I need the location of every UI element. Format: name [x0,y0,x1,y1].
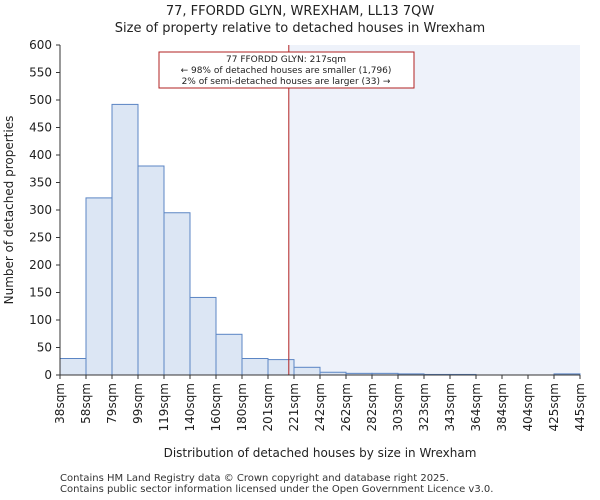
bar-201sqm [267,359,295,376]
x-tick-label: 282sqm [365,383,379,431]
y-tick-label: 600 [29,38,52,52]
bar-58sqm [85,197,113,376]
highlight-region [288,45,580,375]
y-tick-label: 250 [29,231,52,245]
chart-title: 77, FFORDD GLYN, WREXHAM, LL13 7QW [165,4,435,19]
x-tick-label: 323sqm [417,383,431,431]
x-tick-label: 303sqm [391,383,405,431]
y-tick-label: 500 [29,93,52,107]
x-tick-label: 221sqm [287,383,301,431]
x-tick-label: 79sqm [105,383,119,424]
x-tick-label: 343sqm [443,383,457,431]
chart-subtitle: Size of property relative to detached ho… [114,21,486,36]
x-tick-label: 425sqm [547,383,561,431]
x-tick-label: 119sqm [157,383,171,431]
x-tick-label: 140sqm [183,383,197,431]
annotation-line-3: 2% of semi-detached houses are larger (3… [182,77,391,87]
x-tick-label: 99sqm [131,383,145,424]
x-tick-label: 160sqm [209,383,223,431]
x-tick-label: 445sqm [573,383,587,431]
x-tick-label: 58sqm [79,383,93,424]
y-tick-label: 550 [29,66,52,80]
bar-221sqm [293,366,321,376]
y-tick-label: 0 [44,368,52,382]
bar-160sqm [215,333,243,376]
x-tick-label: 364sqm [469,383,483,431]
y-tick-label: 450 [29,121,52,135]
x-tick-label: 38sqm [53,383,67,424]
x-tick-label: 201sqm [261,383,275,431]
y-tick-label: 200 [29,258,52,272]
bar-180sqm [241,358,269,376]
x-axis-label: Distribution of detached houses by size … [164,446,477,460]
y-tick-label: 300 [29,203,52,217]
bar-140sqm [189,296,217,376]
y-tick-label: 50 [37,341,52,355]
x-tick-label: 262sqm [339,383,353,431]
annotation-box [158,51,415,89]
x-tick-label: 242sqm [313,383,327,431]
footer-line-2: Contains public sector information licen… [60,484,494,495]
bar-79sqm [111,103,139,376]
bar-99sqm [137,165,165,376]
y-tick-label: 150 [29,286,52,300]
footer-line-1: Contains HM Land Registry data © Crown c… [60,473,449,484]
bar-119sqm [163,212,191,376]
bar-38sqm [59,358,87,376]
y-tick-label: 350 [29,176,52,190]
x-tick-label: 404sqm [521,383,535,431]
y-tick-label: 400 [29,148,52,162]
x-tick-label: 180sqm [235,383,249,431]
annotation-line-1: 77 FFORDD GLYN: 217sqm [226,55,346,65]
y-axis-label: Number of detached properties [2,116,16,305]
annotation-line-2: ← 98% of detached houses are smaller (1,… [181,66,392,76]
x-tick-label: 384sqm [495,383,509,431]
y-tick-label: 100 [29,313,52,327]
